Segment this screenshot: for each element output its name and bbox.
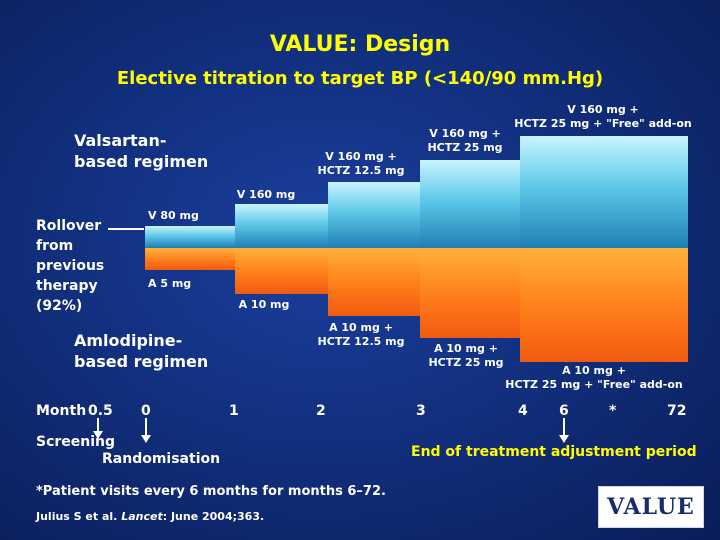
timeline-tick: 72 — [667, 403, 687, 419]
timeline-tick: 1 — [229, 403, 239, 419]
valsartan-bar-step-4 — [420, 160, 520, 248]
value-logo-text: VALUE — [607, 494, 695, 520]
valsartan-bar-step-3 — [328, 182, 420, 248]
footnote: *Patient visits every 6 months for month… — [36, 484, 386, 499]
timeline-tick: 4 — [518, 403, 528, 419]
screening-arrow-icon — [93, 418, 103, 439]
end-period-arrow-icon — [559, 418, 569, 443]
reference: Julius S et al. Lancet: June 2004;363. — [36, 510, 264, 523]
rollover-label: Rollover from previous therapy (92%) — [36, 218, 105, 314]
amlodipine-bar-step-1 — [145, 248, 235, 270]
timeline-tick: 6 — [559, 403, 569, 419]
timeline-tick: 3 — [416, 403, 426, 419]
timeline-tick: 0 — [141, 403, 151, 419]
amlodipine-step-label-5: A 10 mg + HCTZ 25 mg + "Free" add-on — [505, 364, 683, 391]
timeline-month-label: Month — [36, 403, 87, 419]
valsartan-step-label-2: V 160 mg — [236, 188, 296, 201]
screening-label: Screening — [36, 434, 116, 450]
valsartan-step-label-4: V 160 mg + HCTZ 25 mg — [427, 127, 503, 154]
amlodipine-step-label-3: A 10 mg + HCTZ 12.5 mg — [317, 321, 405, 348]
amlodipine-step-label-1: A 5 mg — [148, 277, 192, 290]
valsartan-step-label-1: V 80 mg — [148, 209, 199, 222]
end-period-label: End of treatment adjustment period — [411, 444, 697, 460]
reference-details: : June 2004;363. — [162, 510, 265, 523]
amlodipine-step-label-2: A 10 mg — [238, 298, 290, 311]
rollover-connector — [108, 228, 144, 230]
valsartan-step-label-5: V 160 mg + HCTZ 25 mg + "Free" add-on — [514, 103, 692, 130]
valsartan-bar-step-2 — [235, 204, 328, 248]
randomisation-arrow-icon — [141, 418, 151, 443]
timeline-tick: 2 — [316, 403, 326, 419]
slide-subtitle: Elective titration to target BP (<140/90… — [116, 68, 604, 89]
value-logo: VALUE — [598, 486, 704, 528]
amlodipine-bar-step-5 — [520, 248, 688, 362]
reference-authors: Julius S et al. — [36, 510, 118, 523]
amlodipine-bar-step-4 — [420, 248, 520, 338]
valsartan-bar-step-1 — [145, 226, 235, 248]
slide-title: VALUE: Design — [269, 32, 451, 57]
amlodipine-step-label-4: A 10 mg + HCTZ 25 mg — [428, 342, 504, 369]
valsartan-step-label-3: V 160 mg + HCTZ 12.5 mg — [317, 150, 405, 177]
timeline-tick: 0.5 — [88, 403, 113, 419]
timeline-tick: * — [609, 403, 617, 419]
randomisation-label: Randomisation — [102, 451, 221, 467]
amlodipine-regimen-label: Amlodipine- based regimen — [74, 331, 209, 371]
amlodipine-bar-step-2 — [235, 248, 328, 294]
reference-journal: Lancet — [121, 510, 163, 523]
valsartan-regimen-label: Valsartan- based regimen — [74, 131, 209, 171]
valsartan-bar-step-5 — [520, 136, 688, 248]
amlodipine-bar-step-3 — [328, 248, 420, 316]
